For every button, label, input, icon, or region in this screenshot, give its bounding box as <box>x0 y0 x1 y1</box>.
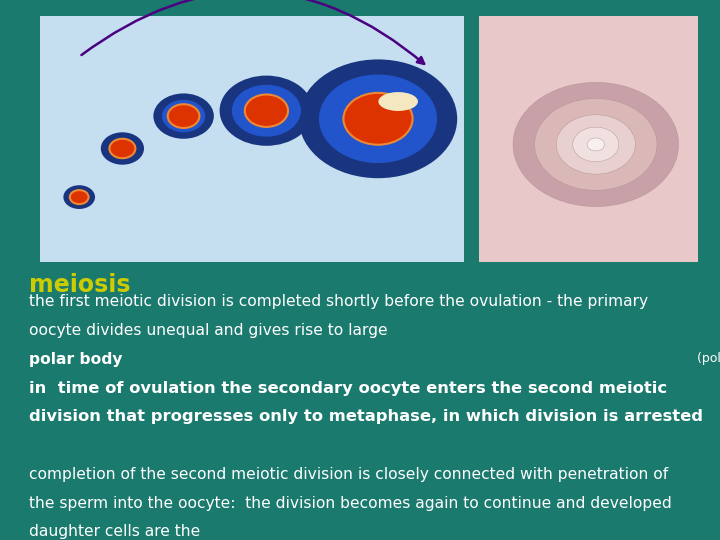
Circle shape <box>556 115 635 174</box>
Text: the first meiotic division is completed shortly before the ovulation - the prima: the first meiotic division is completed … <box>29 294 648 309</box>
Text: division that progresses only to metaphase, in which division is arrested: division that progresses only to metapha… <box>29 409 703 424</box>
Text: daughter cells are the: daughter cells are the <box>29 524 205 539</box>
Circle shape <box>101 132 144 165</box>
Circle shape <box>245 94 288 127</box>
Ellipse shape <box>379 92 418 111</box>
Text: completion of the second meiotic division is closely connected with penetration : completion of the second meiotic divisio… <box>29 467 668 482</box>
Circle shape <box>513 82 678 206</box>
Circle shape <box>319 75 437 163</box>
Text: (polar body is nonfunctional and soon degenerates): (polar body is nonfunctional and soon de… <box>689 352 720 365</box>
Text: in  time of ovulation the secondary oocyte enters the second meiotic: in time of ovulation the secondary oocyt… <box>29 381 667 396</box>
FancyBboxPatch shape <box>479 16 698 262</box>
Circle shape <box>70 190 89 204</box>
Circle shape <box>109 139 135 158</box>
Circle shape <box>63 185 95 209</box>
Circle shape <box>299 59 457 178</box>
Text: the sperm into the oocyte:  the division becomes again to continue and developed: the sperm into the oocyte: the division … <box>29 496 672 511</box>
Text: oocyte divides unequal and gives rise to large: oocyte divides unequal and gives rise to… <box>29 323 392 338</box>
Circle shape <box>168 104 199 128</box>
Text: meiosis: meiosis <box>29 273 130 296</box>
Circle shape <box>534 98 657 191</box>
Text: polar body: polar body <box>29 352 122 367</box>
Circle shape <box>343 93 413 145</box>
Circle shape <box>220 76 313 146</box>
Circle shape <box>232 85 301 137</box>
Circle shape <box>573 127 618 162</box>
FancyBboxPatch shape <box>40 16 464 262</box>
Circle shape <box>162 100 205 132</box>
Circle shape <box>588 138 605 151</box>
Circle shape <box>153 93 214 139</box>
